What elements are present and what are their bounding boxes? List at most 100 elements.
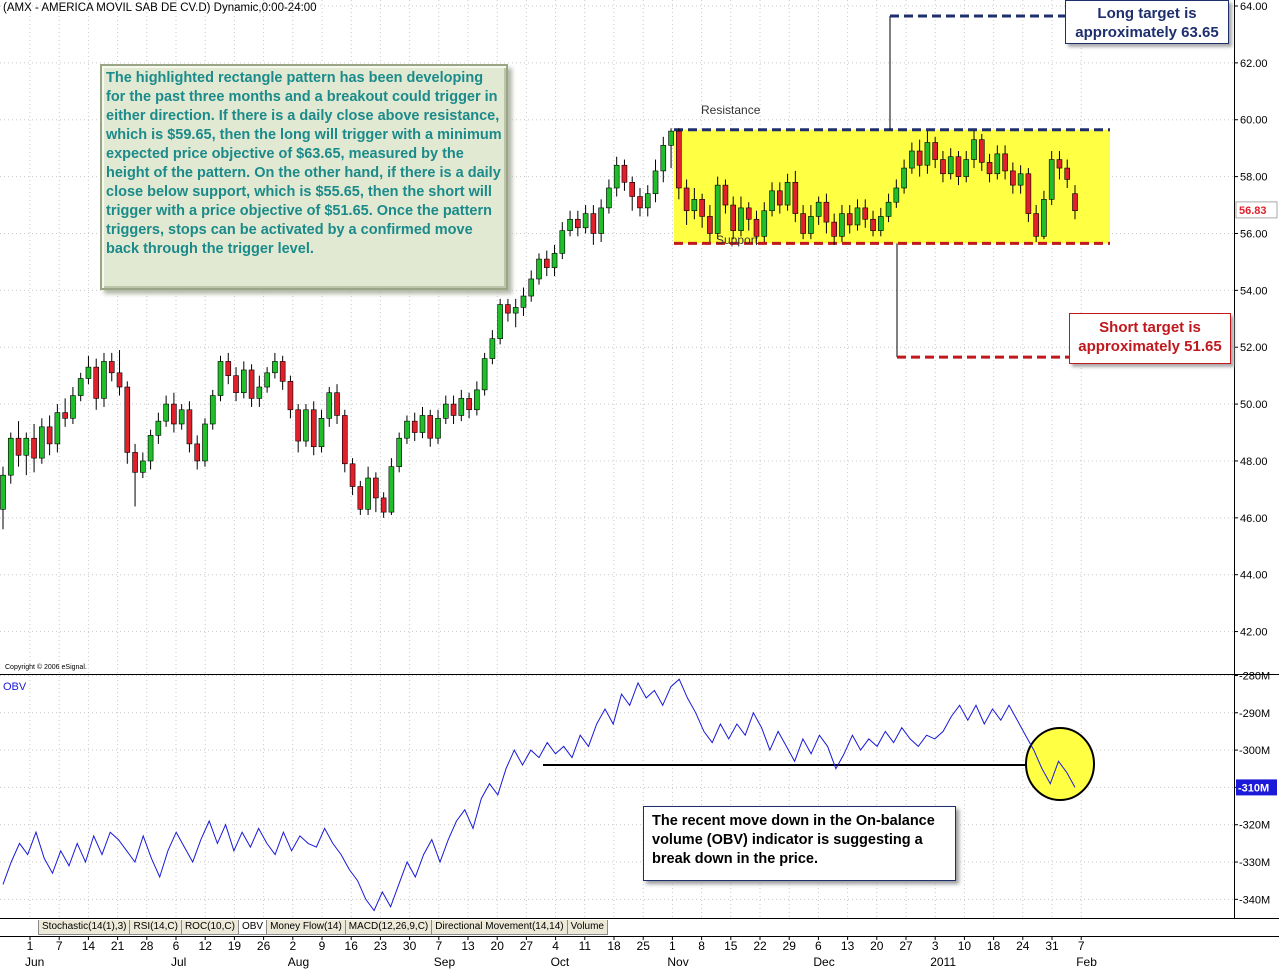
indicator-tab[interactable]: OBV <box>237 920 268 935</box>
candle-body <box>777 190 783 206</box>
candle-body <box>559 230 566 254</box>
date-tick-label: 14 <box>82 939 96 953</box>
candle-body <box>1017 173 1024 186</box>
obv-axis: -280M-290M-300M-310M-320M-330M-340M-310M <box>0 670 1277 906</box>
candle-body <box>924 142 931 166</box>
date-tick-label: 6 <box>173 939 180 953</box>
chart-title: (AMX - AMERICA MOVIL SAB DE CV.D) Dynami… <box>3 2 317 14</box>
candle-body <box>916 150 923 166</box>
candle-body <box>862 207 869 220</box>
candle-body <box>714 184 721 234</box>
candle-body <box>497 304 503 339</box>
candlestick-series <box>0 128 1078 530</box>
candle-body <box>202 423 208 462</box>
price-tick-label: 44.00 <box>1240 570 1268 582</box>
candle-body <box>101 361 107 399</box>
candle-body <box>1056 159 1063 169</box>
candle-body <box>575 218 581 229</box>
candle-body <box>846 213 853 226</box>
candle-body <box>489 338 496 359</box>
candle-body <box>194 443 201 462</box>
date-tick-label: 27 <box>899 939 913 953</box>
indicator-tab[interactable]: RSI(14,C) <box>129 920 182 935</box>
candle-body <box>171 403 177 425</box>
date-tick-label: 7 <box>1078 939 1085 953</box>
candle-body <box>660 145 667 172</box>
date-tick-label: 7 <box>56 939 63 953</box>
candle-body <box>652 170 659 194</box>
candle-body <box>404 420 410 439</box>
date-tick-label: 22 <box>753 939 767 953</box>
candle-body <box>1025 173 1032 214</box>
candle-body <box>349 463 356 487</box>
last-price-label: 56.83 <box>1239 205 1267 217</box>
candle-body <box>481 358 488 391</box>
price-tick-label: 58.00 <box>1240 172 1268 184</box>
candle-body <box>23 437 30 456</box>
candle-body <box>520 295 527 308</box>
candle-body <box>877 216 884 231</box>
obv-tick-label: -280M <box>1239 670 1270 682</box>
obv-note: The recent move down in the On-balance v… <box>643 806 956 881</box>
candle-body <box>474 389 480 411</box>
candle-body <box>528 278 535 297</box>
candle-body <box>209 395 216 425</box>
candle-body <box>334 392 340 416</box>
date-tick-label: 9 <box>319 939 326 953</box>
date-tick-label: 3 <box>932 939 939 953</box>
indicator-tab[interactable]: MACD(12,26,9,C) <box>344 920 433 935</box>
price-tick-label: 48.00 <box>1240 456 1268 468</box>
candle-body <box>303 409 309 442</box>
candle-body <box>567 218 573 231</box>
candle-body <box>108 361 115 374</box>
candle-body <box>730 204 737 231</box>
candle-body <box>178 409 185 425</box>
copyright: Copyright © 2006 eSignal. <box>5 663 87 671</box>
indicator-tab[interactable]: Volume <box>566 920 608 935</box>
date-tick-label: 8 <box>698 939 705 953</box>
indicator-tab[interactable]: ROC(10,C) <box>180 920 239 935</box>
candle-body <box>823 201 830 223</box>
candle-body <box>893 187 900 203</box>
indicator-tab[interactable]: Stochastic(14(1),3) <box>38 920 131 935</box>
candle-body <box>435 418 441 439</box>
candle-body <box>901 167 907 189</box>
candle-body <box>419 415 426 433</box>
obv-annotations <box>543 727 1095 802</box>
candle-body <box>839 213 845 237</box>
candle-body <box>629 181 636 197</box>
rectangle-pattern-note: The highlighted rectangle pattern has be… <box>100 64 508 290</box>
candle-body <box>163 403 169 422</box>
obv-pane-label: OBV <box>3 681 27 693</box>
obv-tick-label: -340M <box>1239 894 1270 906</box>
candle-body <box>310 409 317 448</box>
date-tick-label: 18 <box>607 939 621 953</box>
candle-body <box>699 199 705 217</box>
candle-body <box>691 199 698 212</box>
candle-body <box>326 392 333 419</box>
candle-body <box>62 412 68 419</box>
indicator-tab[interactable]: Directional Movement(14,14) <box>431 920 568 935</box>
month-label: Nov <box>667 955 688 969</box>
candle-body <box>186 409 193 445</box>
candle-body <box>357 486 364 510</box>
price-tick-label: 64.00 <box>1240 1 1268 13</box>
candle-body <box>870 218 876 231</box>
date-tick-label: 20 <box>870 939 884 953</box>
price-tick-label: 60.00 <box>1240 115 1268 127</box>
date-tick-label: 26 <box>257 939 271 953</box>
candle-body <box>155 420 162 436</box>
obv-line <box>2 678 1076 912</box>
candle-body <box>621 164 628 183</box>
candle-body <box>947 156 954 175</box>
candle-body <box>256 386 263 399</box>
price-tick-label: 46.00 <box>1240 513 1268 525</box>
candle-body <box>341 415 348 465</box>
indicator-tab[interactable]: Money Flow(14) <box>266 920 346 935</box>
candle-body <box>70 395 76 419</box>
candle-body <box>963 159 970 177</box>
month-label: Dec <box>813 955 834 969</box>
candle-body <box>955 156 962 177</box>
long-target-label: Long target is approximately 63.65 <box>1065 0 1229 44</box>
candle-body <box>1041 199 1047 237</box>
